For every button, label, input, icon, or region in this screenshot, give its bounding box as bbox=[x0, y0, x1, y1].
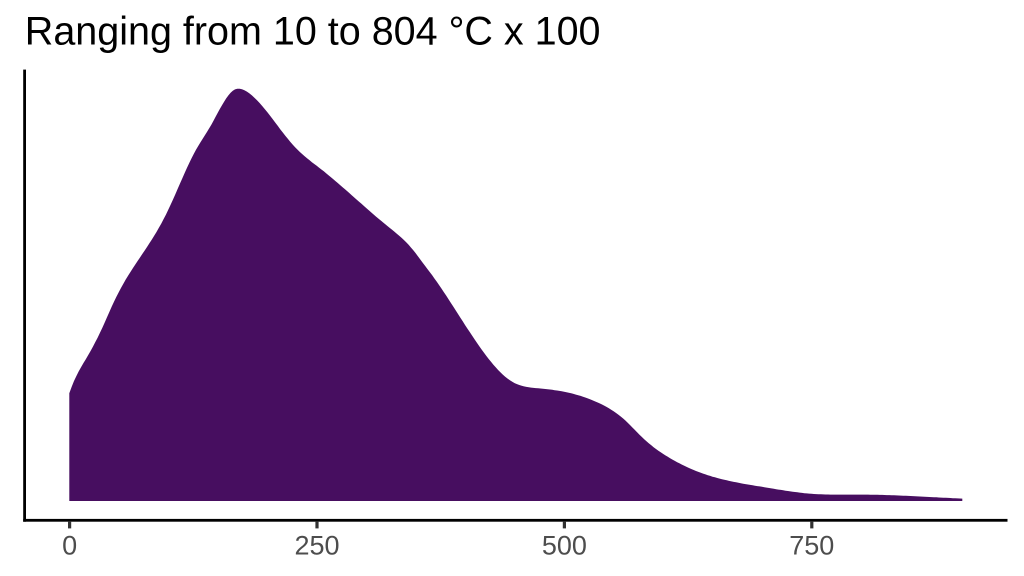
svg-text:Ranging from 10 to 804 °C x 10: Ranging from 10 to 804 °C x 100 bbox=[25, 10, 601, 54]
svg-text:250: 250 bbox=[294, 530, 339, 560]
svg-text:750: 750 bbox=[789, 530, 834, 560]
svg-text:0: 0 bbox=[62, 530, 77, 560]
svg-text:500: 500 bbox=[542, 530, 587, 560]
